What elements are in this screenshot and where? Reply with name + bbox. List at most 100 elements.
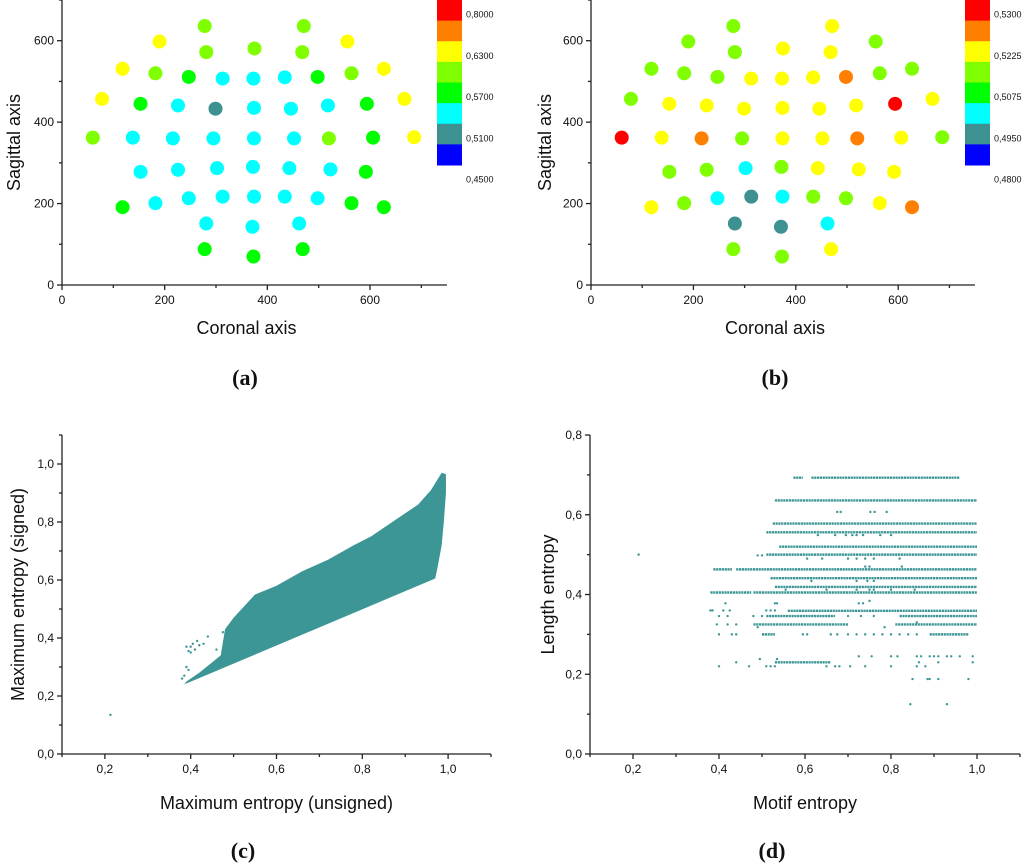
- electrode-point: [282, 161, 297, 176]
- scatter-point: [717, 665, 721, 668]
- electrode-point: [310, 191, 325, 206]
- y-tick-label: 0,8: [565, 428, 582, 442]
- scatter-point: [833, 533, 837, 537]
- electrode-point: [824, 242, 839, 257]
- scatter-point: [717, 614, 721, 618]
- y-axis-title: Maximum entropy (signed): [8, 488, 28, 701]
- scatter-point: [967, 677, 970, 681]
- scatter-point: [848, 665, 852, 668]
- scatter-point: [919, 655, 923, 658]
- scatter-point: [872, 557, 875, 560]
- electrode-point: [662, 164, 677, 179]
- electrode-point: [815, 131, 830, 146]
- scatter-point: [926, 677, 929, 681]
- electrode-point: [851, 162, 866, 177]
- scatter-point: [773, 609, 777, 612]
- electrode-point: [776, 41, 790, 56]
- y-tick-label: 0,6: [565, 508, 582, 522]
- scatter-point: [805, 633, 809, 636]
- x-tick-label: 600: [888, 293, 908, 307]
- electrode-point: [744, 189, 759, 204]
- scatter-point: [866, 579, 869, 583]
- electrode-point: [181, 69, 196, 84]
- scatter-point: [855, 533, 858, 537]
- scatter-point: [915, 621, 918, 624]
- x-tick-label: 0: [59, 293, 66, 307]
- electrode-point: [246, 71, 261, 86]
- electrode-point: [623, 91, 638, 106]
- scatter-point: [801, 633, 805, 636]
- legend-label: 0,5300: [994, 10, 1022, 20]
- legend-band-orange: [965, 20, 990, 42]
- electrode-point: [246, 249, 261, 264]
- scatter-point: [429, 570, 433, 573]
- electrode-point: [320, 98, 335, 113]
- scatter-point: [221, 631, 225, 634]
- scatter-point: [868, 565, 871, 568]
- legend-band-blue: [437, 144, 462, 166]
- legend-band-cyan: [437, 103, 462, 125]
- x-tick-label: 0,2: [625, 762, 642, 776]
- scatter-point: [838, 665, 841, 668]
- electrode-point: [359, 96, 374, 111]
- scatter-point: [183, 674, 186, 677]
- x-tick-label: 0,8: [354, 762, 371, 776]
- scatter-point: [864, 557, 867, 560]
- scatter-point: [937, 677, 940, 681]
- scatter-point: [869, 510, 872, 514]
- electrode-point: [677, 196, 692, 211]
- scatter-point: [223, 636, 227, 640]
- electrode-point: [295, 45, 310, 60]
- electrode-point: [344, 66, 359, 81]
- electrode-point: [726, 19, 741, 34]
- legend-label: 0,5225: [994, 51, 1022, 61]
- electrode-point: [868, 34, 883, 49]
- electrode-point: [806, 189, 821, 204]
- scatter-point: [240, 622, 244, 625]
- scatter-point: [709, 609, 712, 612]
- scatter-point: [760, 554, 764, 557]
- electrode-point: [872, 66, 887, 81]
- scatter-point: [846, 633, 850, 636]
- electrode-point: [838, 191, 853, 206]
- scatter-point: [928, 677, 931, 681]
- scatter-point: [883, 625, 886, 629]
- chart-panel-d: 0,2 0,4 0,6 0,8 1,0 0,0 0,2 0,4 0,6 0,8 Motif entr…: [538, 428, 1021, 863]
- x-tick-label: 1,0: [440, 762, 457, 776]
- scatter-point: [924, 665, 927, 668]
- legend-label: 0,5700: [466, 92, 494, 102]
- electrode-point: [737, 101, 752, 116]
- scatter-point: [735, 661, 738, 664]
- legend-band-yellow: [437, 41, 462, 63]
- electrode-point: [95, 91, 110, 106]
- legend-label: 0,4950: [994, 133, 1022, 143]
- electrode-point: [148, 66, 163, 81]
- y-tick-label: 200: [34, 197, 54, 211]
- electrode-point: [165, 131, 180, 146]
- electrode-point: [694, 131, 709, 146]
- y-tick-label: 0,2: [37, 689, 54, 703]
- scatter-point: [189, 651, 192, 654]
- x-tick-label: 0,6: [797, 762, 814, 776]
- electrode-point: [726, 242, 741, 257]
- scatter-point: [193, 648, 197, 651]
- scatter-point: [872, 614, 875, 618]
- legend-band-lime: [437, 61, 462, 83]
- electrode-point: [699, 98, 714, 113]
- scatter-point: [769, 609, 772, 612]
- scatter-point: [889, 665, 893, 668]
- scatter-point: [873, 510, 876, 514]
- electrode-point: [806, 70, 821, 85]
- x-tick-label: 400: [786, 293, 806, 307]
- scatter-point: [765, 665, 768, 668]
- scatter-point: [769, 665, 772, 668]
- legend-band-orange: [437, 20, 462, 42]
- y-tick-label: 0,0: [565, 747, 582, 761]
- y-tick-label: 0: [47, 278, 54, 292]
- electrode-point: [397, 91, 412, 106]
- scatter-point: [715, 623, 719, 626]
- scatter-point: [756, 554, 759, 557]
- y-tick-label: 0: [576, 278, 583, 292]
- scatter-point: [825, 588, 828, 591]
- y-tick-label: 400: [34, 115, 54, 129]
